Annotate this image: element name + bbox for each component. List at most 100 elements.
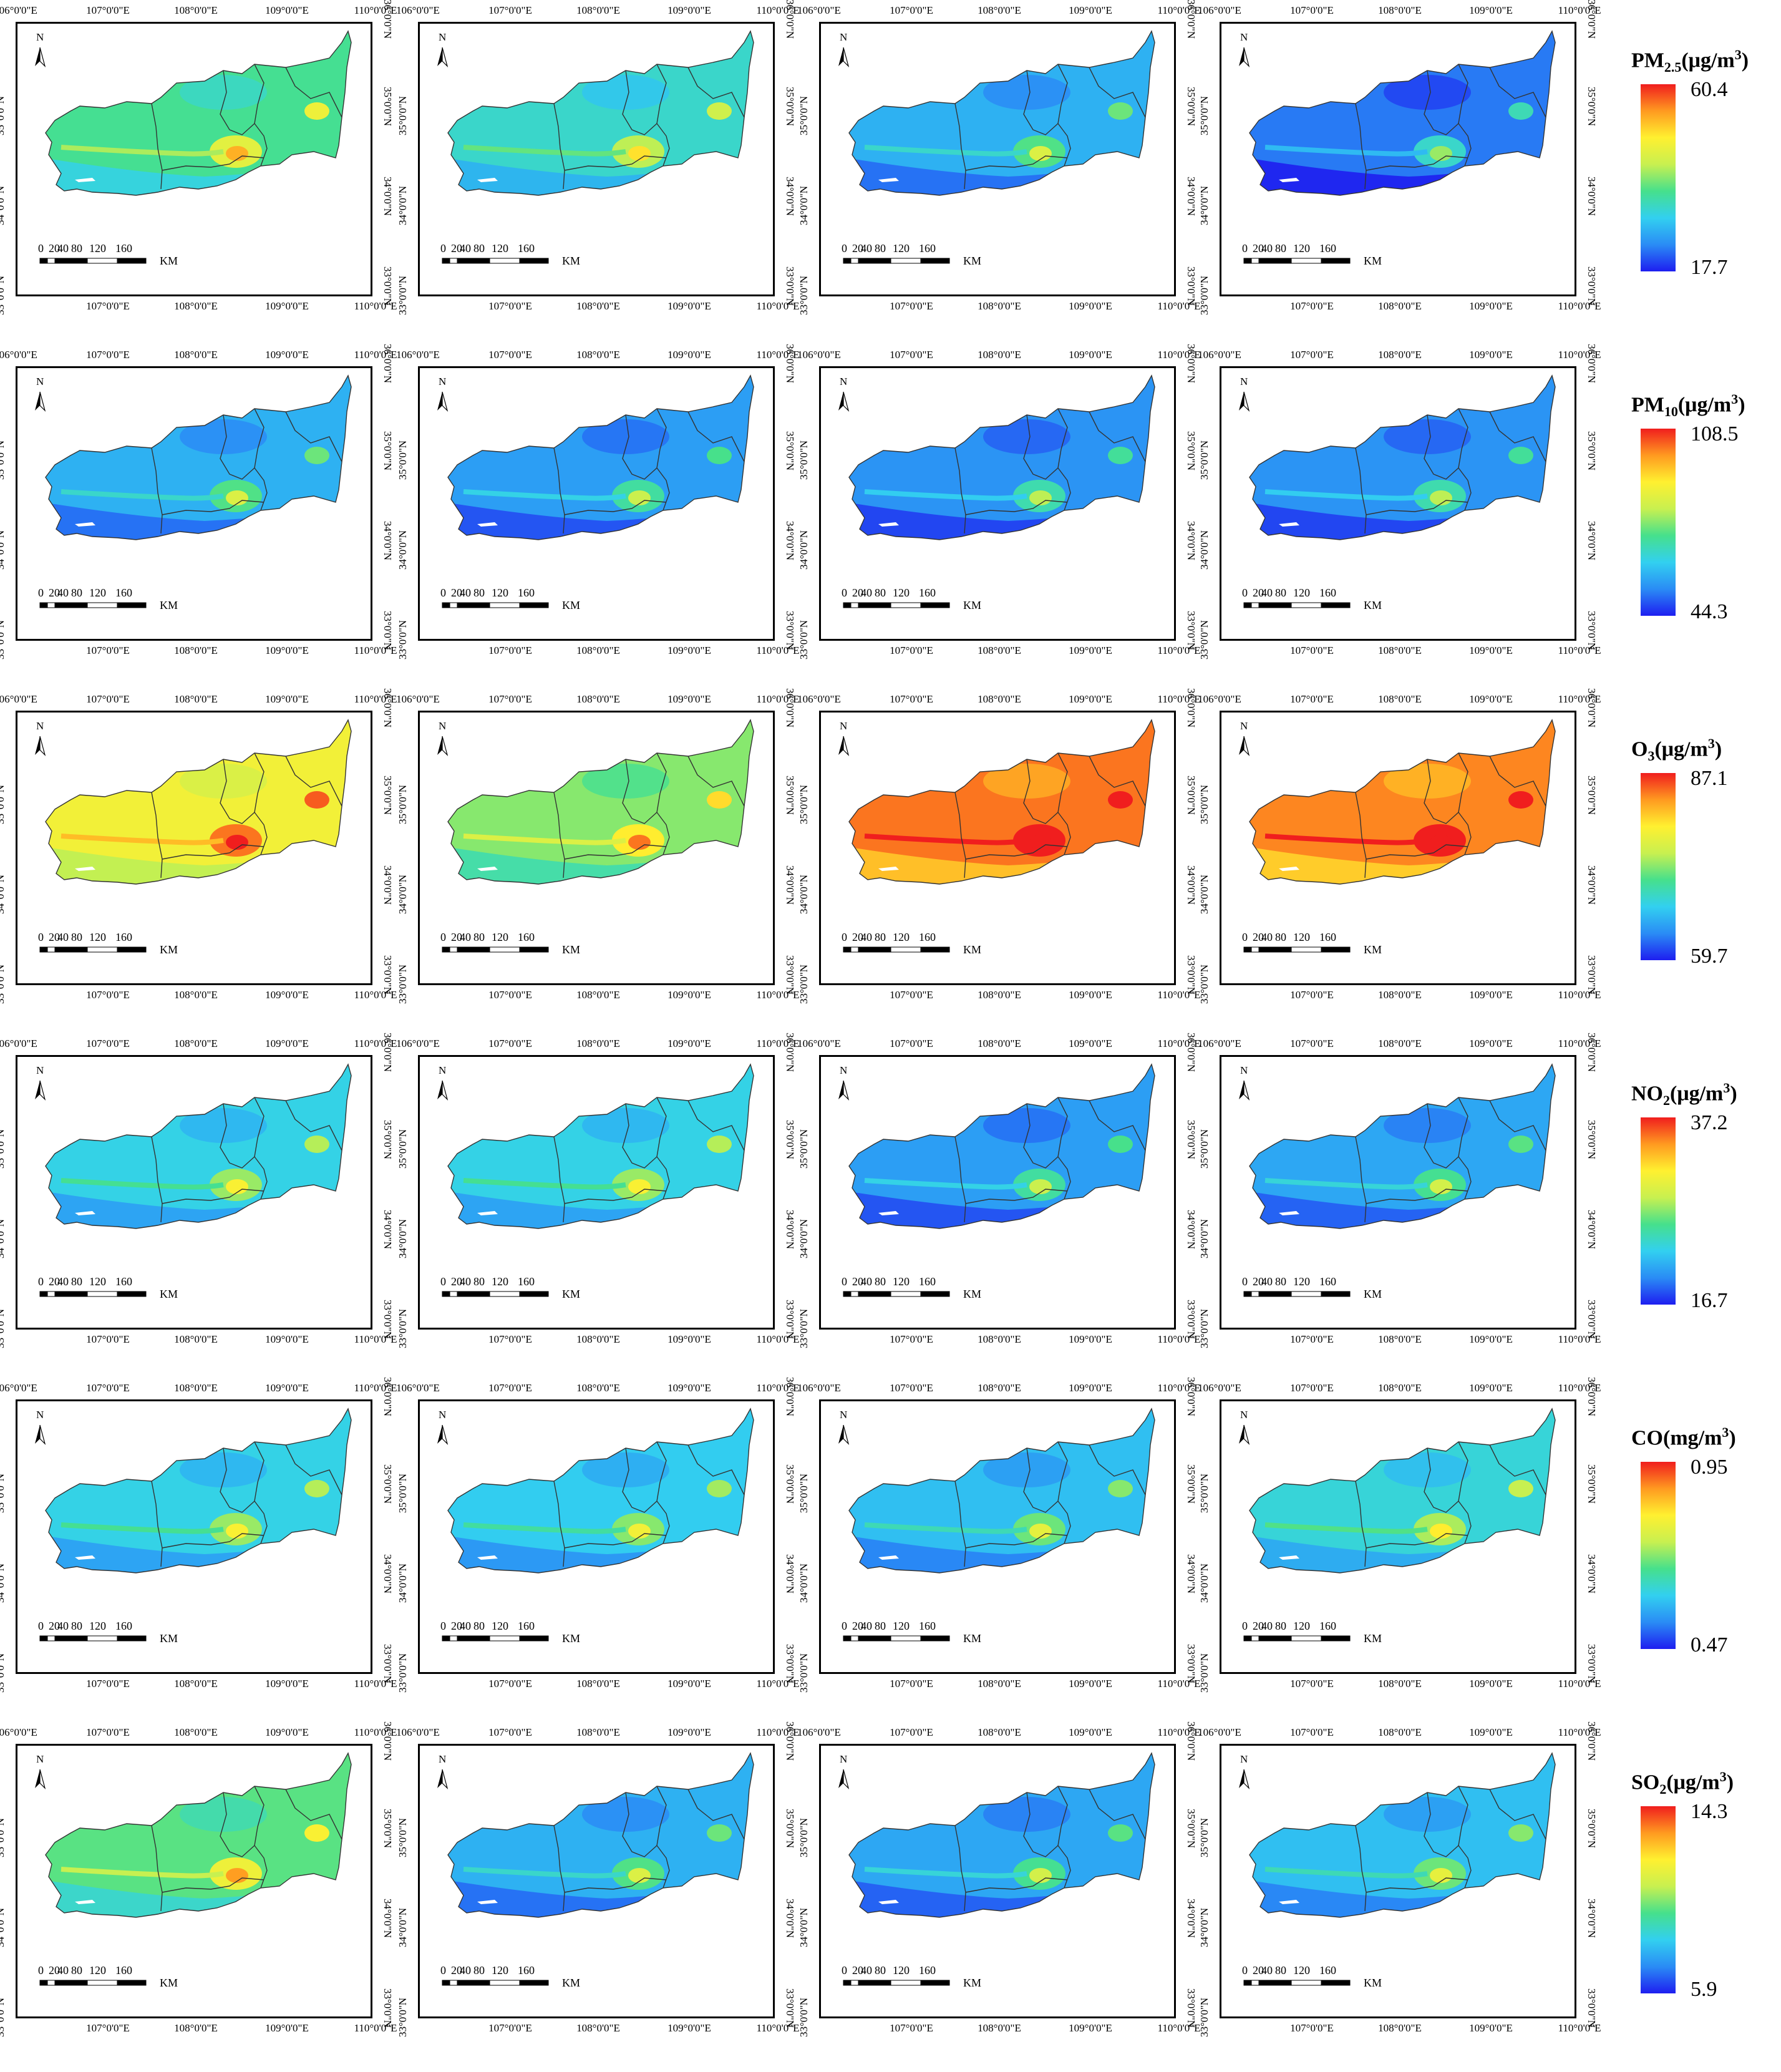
lon-label-top: 106°0'0"E bbox=[0, 4, 37, 16]
region-outline bbox=[1249, 1408, 1556, 1573]
lon-label-bottom: 110°0'0"E bbox=[354, 1333, 397, 1345]
lon-label-bottom: 110°0'0"E bbox=[1157, 1678, 1201, 1690]
city-boundary bbox=[162, 155, 264, 171]
scale-label: 120 bbox=[893, 586, 910, 599]
scale-unit: KM bbox=[1364, 599, 1382, 611]
lat-label-right: 36°0'0"N bbox=[1185, 1033, 1197, 1072]
lon-label-bottom: 109°0'0"E bbox=[667, 1333, 711, 1345]
city-boundary bbox=[285, 756, 342, 807]
lon-label-bottom: 109°0'0"E bbox=[1069, 2022, 1112, 2034]
lon-label-top: 108°0'0"E bbox=[978, 693, 1021, 705]
lon-label-top: 110°0'0"E bbox=[756, 1382, 800, 1394]
lon-label-bottom: 109°0'0"E bbox=[265, 300, 309, 312]
scale-label: 160 bbox=[1319, 1620, 1336, 1632]
city-boundary bbox=[1366, 844, 1468, 860]
scale-label: 80 bbox=[71, 586, 82, 599]
scale-label: 20 bbox=[451, 931, 462, 943]
city-boundary bbox=[656, 408, 670, 511]
lon-label-bottom: 110°0'0"E bbox=[1157, 1333, 1201, 1345]
scale-bar bbox=[1243, 1291, 1351, 1297]
north-label: N bbox=[439, 1753, 447, 1765]
scale-label: 120 bbox=[89, 586, 106, 599]
city-boundary bbox=[151, 103, 163, 190]
region-outline bbox=[45, 719, 352, 885]
lon-label-top: 107°0'0"E bbox=[488, 1038, 532, 1049]
scale-label: 80 bbox=[1275, 1964, 1286, 1977]
lon-label-top: 108°0'0"E bbox=[174, 693, 218, 705]
north-arrow-icon bbox=[437, 47, 449, 68]
legend-color-ramp bbox=[1641, 773, 1676, 960]
north-arrow-icon bbox=[838, 736, 850, 757]
lon-label-bottom: 107°0'0"E bbox=[86, 1678, 130, 1690]
scale-label: 120 bbox=[893, 931, 910, 943]
lat-label-right: 36°0'0"N bbox=[784, 0, 796, 39]
scale-bar bbox=[442, 258, 549, 264]
north-label: N bbox=[36, 720, 44, 732]
lon-label-bottom: 110°0'0"E bbox=[1157, 644, 1201, 656]
lat-label-left: 35°0'0"N bbox=[0, 1129, 6, 1169]
scale-label: 80 bbox=[71, 931, 82, 943]
north-arrow-icon bbox=[437, 736, 449, 757]
scale-label: 0 bbox=[38, 242, 44, 255]
scale-unit: KM bbox=[562, 1977, 581, 1989]
scale-bar bbox=[39, 258, 147, 264]
lon-label-top: 106°0'0"E bbox=[396, 4, 440, 16]
scale-label: 80 bbox=[71, 242, 82, 255]
city-boundary bbox=[656, 1097, 670, 1200]
lon-label-top: 107°0'0"E bbox=[488, 1726, 532, 1738]
lon-label-top: 108°0'0"E bbox=[978, 4, 1021, 16]
scale-label: 160 bbox=[518, 931, 535, 943]
lon-label-bottom: 109°0'0"E bbox=[1069, 644, 1112, 656]
lat-label-right: 34°0'0"N bbox=[1185, 177, 1197, 216]
lat-label-right: 35°0'0"N bbox=[382, 1809, 394, 1849]
lon-label-top: 106°0'0"E bbox=[797, 1726, 841, 1738]
lat-label-right: 35°0'0"N bbox=[1185, 1464, 1197, 1504]
legend-min-value: 17.7 bbox=[1691, 256, 1728, 279]
lat-label-left: 35°0'0"N bbox=[1198, 440, 1210, 480]
scale-label: 0 bbox=[440, 1964, 446, 1977]
scale-unit: KM bbox=[160, 1977, 178, 1989]
scale-label: 0 bbox=[842, 586, 847, 599]
lon-label-top: 108°0'0"E bbox=[1378, 349, 1422, 361]
city-boundary bbox=[1366, 500, 1468, 515]
concentration-surface bbox=[1250, 376, 1555, 540]
lat-label-right: 34°0'0"N bbox=[784, 1899, 796, 1938]
north-label: N bbox=[840, 1409, 848, 1421]
scale-label: 40 bbox=[1261, 586, 1273, 599]
lon-label-bottom: 107°0'0"E bbox=[1290, 2022, 1334, 2034]
lon-label-bottom: 107°0'0"E bbox=[86, 644, 130, 656]
lon-label-bottom: 108°0'0"E bbox=[1378, 2022, 1422, 2034]
scale-label: 80 bbox=[473, 1964, 485, 1977]
lat-label-left: 33°0'0"N bbox=[798, 1308, 810, 1348]
lat-label-right: 35°0'0"N bbox=[784, 1809, 796, 1849]
legend-color-ramp bbox=[1641, 84, 1676, 271]
lon-label-top: 109°0'0"E bbox=[667, 1038, 711, 1049]
scale-label: 160 bbox=[115, 931, 132, 943]
lon-label-top: 110°0'0"E bbox=[1558, 1382, 1601, 1394]
scale-label: 40 bbox=[1261, 931, 1273, 943]
lat-label-right: 35°0'0"N bbox=[1586, 1120, 1598, 1160]
legend-max-value: 60.4 bbox=[1691, 78, 1728, 101]
scale-label: 0 bbox=[1242, 1964, 1248, 1977]
scale-unit: KM bbox=[963, 1977, 982, 1989]
scale-unit: KM bbox=[562, 943, 581, 956]
lat-label-right: 36°0'0"N bbox=[382, 1721, 394, 1761]
lon-label-top: 107°0'0"E bbox=[890, 4, 933, 16]
scale-bar bbox=[843, 1291, 950, 1297]
scale-label: 20 bbox=[49, 1964, 60, 1977]
scale-label: 40 bbox=[460, 242, 471, 255]
city-boundary bbox=[1366, 155, 1468, 171]
scale-bar bbox=[442, 1291, 549, 1297]
scale-label: 120 bbox=[1293, 1964, 1310, 1977]
scale-label: 0 bbox=[1242, 1275, 1248, 1288]
lon-label-top: 106°0'0"E bbox=[1198, 1382, 1241, 1394]
lat-label-right: 35°0'0"N bbox=[784, 87, 796, 127]
north-label: N bbox=[1240, 1409, 1248, 1421]
lat-label-left: 33°0'0"N bbox=[0, 620, 6, 659]
legend-max-value: 14.3 bbox=[1691, 1800, 1728, 1823]
city-boundary bbox=[1355, 103, 1367, 190]
lat-label-left: 33°0'0"N bbox=[397, 275, 409, 315]
map-frame: N 0 20 40 80 120 160 KM bbox=[418, 22, 775, 296]
lon-label-top: 109°0'0"E bbox=[667, 349, 711, 361]
scale-label: 160 bbox=[919, 1620, 936, 1632]
